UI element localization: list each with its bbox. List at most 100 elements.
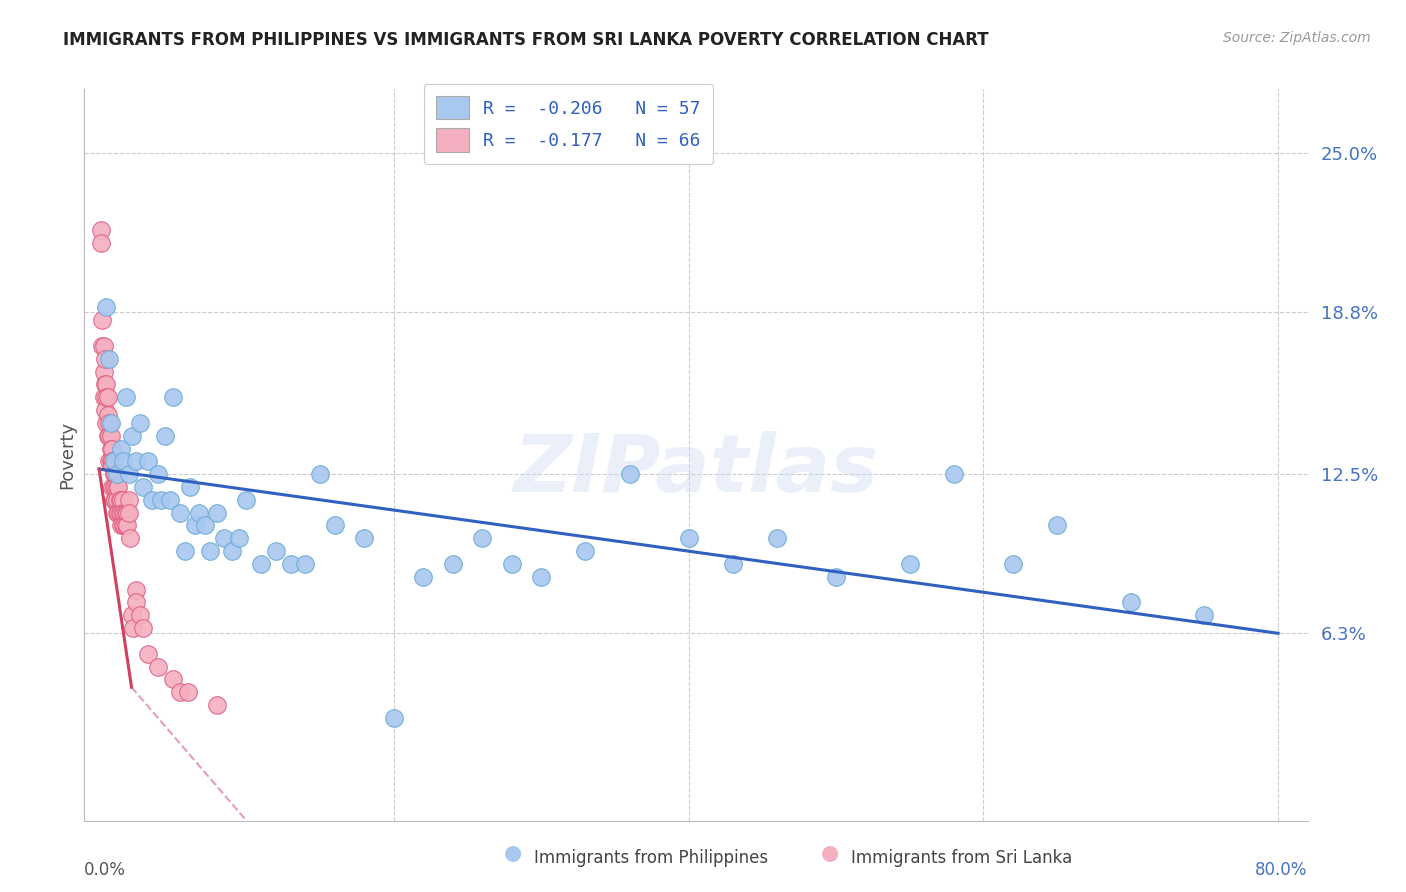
Point [96, 416, 118, 430]
Point [205, 506, 228, 520]
Point [97, 408, 120, 422]
Point [105, 492, 128, 507]
Point [111, 454, 134, 468]
Point [121, 428, 143, 442]
Point [100, 442, 122, 456]
Point [105, 506, 128, 520]
Point [98, 416, 121, 430]
Point [97, 428, 120, 442]
Point [101, 459, 124, 474]
Point [294, 557, 316, 571]
Point [91, 339, 114, 353]
Point [678, 532, 700, 546]
Text: Immigrants from Philippines: Immigrants from Philippines [534, 849, 769, 867]
Point [721, 557, 744, 571]
Point [136, 647, 159, 661]
Point [94, 351, 117, 366]
Point [471, 532, 494, 546]
Point [100, 454, 122, 468]
Text: ZIPatlas: ZIPatlas [513, 431, 879, 508]
Y-axis label: Poverty: Poverty [58, 421, 76, 489]
Point [104, 492, 127, 507]
Point [155, 428, 177, 442]
Point [129, 608, 152, 623]
Point [117, 467, 139, 482]
Point [90, 223, 112, 237]
Legend: R =  -0.206   N = 57, R =  -0.177   N = 66: R = -0.206 N = 57, R = -0.177 N = 66 [423, 84, 713, 164]
Point [179, 480, 201, 494]
Point [942, 467, 965, 482]
Point [108, 506, 131, 520]
Point [129, 416, 152, 430]
Point [94, 403, 117, 417]
Point [96, 390, 118, 404]
Point [162, 390, 184, 404]
Point [382, 711, 405, 725]
Point [121, 608, 143, 623]
Point [766, 532, 789, 546]
Point [118, 532, 141, 546]
Point [117, 506, 139, 520]
Point [98, 428, 121, 442]
Point [93, 390, 115, 404]
Point [90, 236, 112, 251]
Point [125, 595, 148, 609]
Point [101, 442, 124, 456]
Point [98, 351, 121, 366]
Point [115, 506, 138, 520]
Point [117, 492, 139, 507]
Point [323, 518, 346, 533]
Point [159, 492, 181, 507]
Point [176, 685, 198, 699]
Point [103, 454, 125, 468]
Point [125, 454, 148, 468]
Point [104, 480, 127, 494]
Point [150, 492, 173, 507]
Point [221, 544, 243, 558]
Point [228, 532, 250, 546]
Point [141, 492, 163, 507]
Point [574, 544, 596, 558]
Text: IMMIGRANTS FROM PHILIPPINES VS IMMIGRANTS FROM SRI LANKA POVERTY CORRELATION CHA: IMMIGRANTS FROM PHILIPPINES VS IMMIGRANT… [63, 31, 988, 49]
Point [96, 301, 118, 315]
Point [93, 339, 115, 353]
Point [100, 416, 122, 430]
Point [114, 518, 136, 533]
Point [162, 673, 184, 687]
Point [107, 480, 129, 494]
Point [111, 492, 134, 507]
Point [146, 659, 169, 673]
Point [110, 506, 132, 520]
Point [441, 557, 464, 571]
Text: ●: ● [821, 844, 838, 863]
Point [198, 544, 221, 558]
Point [104, 467, 127, 482]
Point [169, 685, 191, 699]
Point [214, 532, 236, 546]
Point [146, 467, 169, 482]
Point [110, 442, 132, 456]
Point [101, 454, 124, 468]
Text: 80.0%: 80.0% [1256, 861, 1308, 879]
Point [112, 506, 135, 520]
Point [103, 467, 125, 482]
Point [169, 506, 191, 520]
Point [98, 454, 121, 468]
Point [115, 518, 138, 533]
Point [412, 570, 434, 584]
Point [105, 480, 128, 494]
Point [1046, 518, 1069, 533]
Point [898, 557, 921, 571]
Text: 0.0%: 0.0% [84, 861, 127, 879]
Point [194, 518, 217, 533]
Point [93, 364, 115, 378]
Point [250, 557, 273, 571]
Point [184, 518, 207, 533]
Text: Source: ZipAtlas.com: Source: ZipAtlas.com [1223, 31, 1371, 45]
Point [125, 582, 148, 597]
Point [112, 518, 135, 533]
Point [91, 313, 114, 327]
Point [188, 506, 211, 520]
Point [235, 492, 257, 507]
Point [94, 377, 117, 392]
